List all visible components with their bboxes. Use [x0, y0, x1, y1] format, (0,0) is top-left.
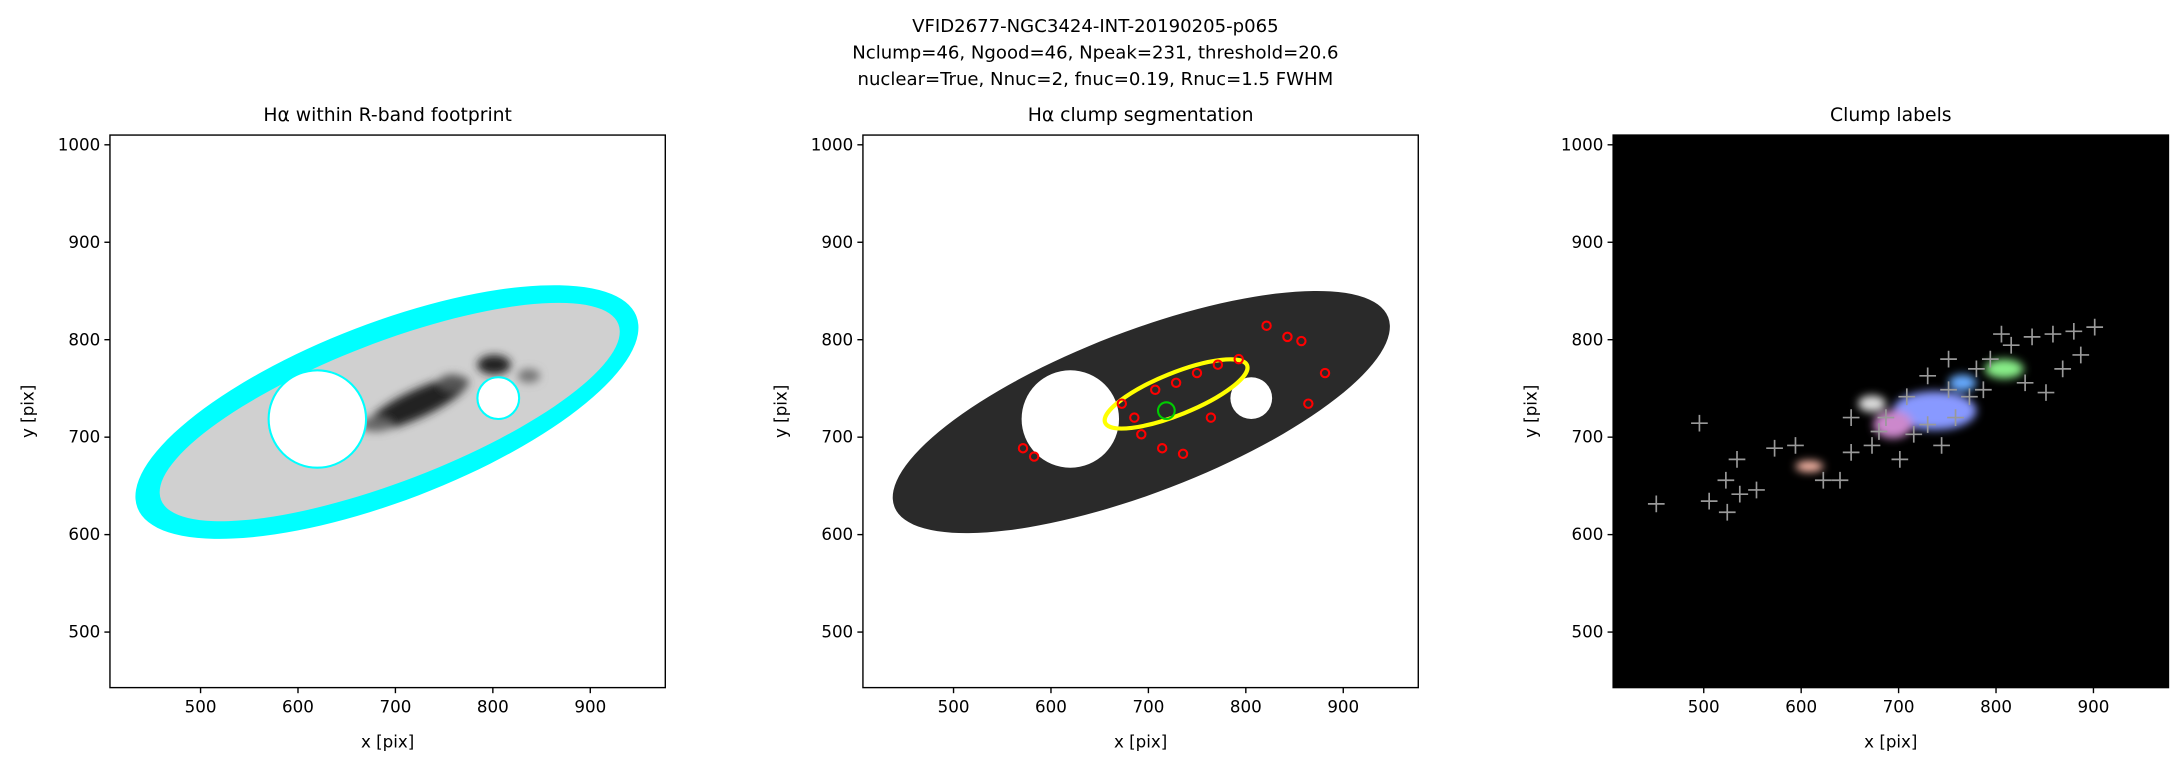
x-tick-label: 500 — [185, 697, 217, 717]
marker — [2086, 318, 2104, 336]
marker — [1700, 492, 1718, 510]
marker — [1919, 367, 1937, 385]
x-tick-label: 500 — [1688, 697, 1720, 717]
y-tick-label: 800 — [68, 329, 100, 349]
x-axis-label: x [pix] — [1114, 731, 1167, 751]
y-tick-label: 900 — [821, 232, 853, 252]
y-tick-label: 1000 — [811, 134, 853, 154]
y-axis-label: y [pix] — [1521, 385, 1541, 438]
marker — [1933, 437, 1950, 454]
marker — [1877, 409, 1895, 426]
marker — [1919, 416, 1937, 433]
axes-title: Clump labels — [1830, 105, 1952, 126]
marker — [1968, 360, 1985, 378]
marker — [2072, 346, 2090, 364]
marker — [1940, 381, 1957, 399]
x-axis-label: x [pix] — [361, 731, 414, 751]
marker — [1981, 350, 1999, 368]
x-tick-label: 800 — [1980, 697, 2012, 717]
axes-title: Hα within R-band footprint — [263, 105, 512, 126]
halpha-image — [135, 285, 639, 539]
marker — [1718, 503, 1736, 521]
marker — [1766, 439, 1783, 457]
y-tick-label: 700 — [821, 427, 853, 447]
marker — [2016, 374, 2034, 392]
marker — [1842, 444, 1860, 461]
marker — [1993, 325, 2010, 343]
marker — [2037, 384, 2055, 401]
x-tick-label: 600 — [1785, 697, 1817, 717]
marker — [1647, 495, 1665, 513]
marker — [1898, 388, 1916, 406]
segmentation-image — [892, 290, 1390, 534]
x-tick-label: 700 — [379, 697, 411, 717]
y-tick-label: 600 — [821, 524, 853, 544]
y-tick-label: 700 — [68, 427, 100, 447]
x-tick-label: 800 — [477, 697, 509, 717]
marker — [2044, 325, 2062, 343]
y-tick-label: 900 — [68, 232, 100, 252]
marker — [2002, 336, 2020, 354]
marker — [1905, 425, 1923, 443]
axes-title: Hα clump segmentation — [1028, 105, 1254, 126]
marker — [1831, 471, 1849, 489]
x-tick-label: 500 — [938, 697, 970, 717]
y-tick-label: 800 — [1572, 329, 1604, 349]
marker — [1975, 381, 1992, 399]
marker — [1748, 481, 1765, 499]
y-tick-label: 800 — [821, 329, 853, 349]
y-tick-label: 500 — [1572, 622, 1604, 642]
x-tick-label: 600 — [282, 697, 314, 717]
suptitle: VFID2677-NGC3424-INT-20190205-p065 — [912, 16, 1279, 37]
marker — [1691, 414, 1708, 432]
marker — [1728, 451, 1746, 468]
y-tick-label: 900 — [1572, 232, 1604, 252]
x-tick-label: 900 — [1327, 697, 1359, 717]
x-tick-label: 600 — [1035, 697, 1067, 717]
x-tick-label: 900 — [2078, 697, 2110, 717]
axes-frame — [109, 134, 666, 689]
axes-frame — [862, 134, 1419, 689]
labels-image — [1613, 135, 2169, 688]
y-tick-label: 700 — [1572, 427, 1604, 447]
y-tick-label: 600 — [1572, 524, 1604, 544]
marker — [1814, 471, 1832, 489]
marker — [1717, 471, 1735, 489]
y-axis-label: y [pix] — [770, 385, 790, 438]
y-tick-label: 600 — [68, 524, 100, 544]
marker — [1842, 409, 1860, 426]
marker — [1787, 437, 1804, 454]
marker — [1947, 409, 1964, 426]
marker — [2023, 328, 2041, 346]
y-tick-label: 1000 — [58, 134, 100, 154]
marker — [2065, 322, 2083, 340]
suptitle: nuclear=True, Nnuc=2, fnuc=0.19, Rnuc=1.… — [858, 69, 1334, 90]
marker — [1731, 485, 1749, 503]
axes-frame — [1612, 134, 2170, 689]
marker — [1870, 423, 1888, 440]
marker — [1891, 451, 1909, 468]
suptitle: Nclump=46, Ngood=46, Npeak=231, threshol… — [852, 43, 1338, 64]
x-tick-label: 800 — [1230, 697, 1262, 717]
x-tick-label: 700 — [1132, 697, 1164, 717]
x-axis-label: x [pix] — [1864, 731, 1917, 751]
x-tick-label: 900 — [574, 697, 606, 717]
y-tick-label: 500 — [821, 622, 853, 642]
y-tick-label: 1000 — [1561, 134, 1603, 154]
marker — [1940, 350, 1957, 368]
marker — [1961, 388, 1978, 406]
y-axis-label: y [pix] — [17, 385, 37, 438]
y-tick-label: 500 — [68, 622, 100, 642]
marker — [1863, 437, 1881, 454]
x-tick-label: 700 — [1883, 697, 1915, 717]
marker — [2054, 360, 2072, 378]
